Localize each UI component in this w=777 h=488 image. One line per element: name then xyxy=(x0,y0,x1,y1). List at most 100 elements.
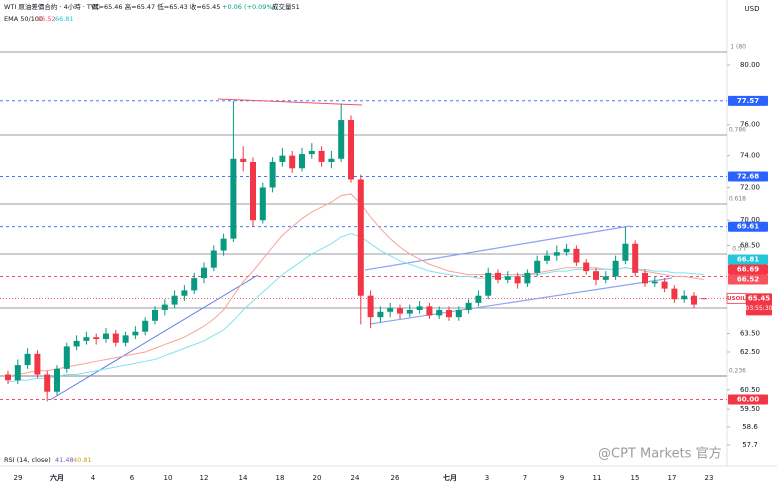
y-tick-label: 76.00 xyxy=(740,121,760,129)
candle-body xyxy=(495,272,501,280)
y-tick-label: 72.00 xyxy=(740,183,760,191)
last-symbol: USOIL xyxy=(727,296,746,302)
x-tick-label: 7 xyxy=(523,474,527,482)
price-tag-label: 66.52 xyxy=(737,276,759,284)
ema-value: 66.81 xyxy=(55,15,74,23)
candle-body xyxy=(54,368,60,392)
candle-body xyxy=(112,333,119,343)
candle-body xyxy=(191,278,198,291)
y-tick-label: 59.50 xyxy=(740,405,760,413)
x-tick-label: 10 xyxy=(164,474,173,482)
candle-body xyxy=(475,295,482,303)
candle-body xyxy=(681,295,688,300)
candle-body xyxy=(377,311,384,318)
candle-body xyxy=(93,337,100,340)
candle-body xyxy=(700,298,707,300)
price-tag xyxy=(728,171,768,182)
candle-body xyxy=(642,272,648,284)
y-tick-label: 58.6 xyxy=(742,423,758,431)
candle-body xyxy=(103,333,109,340)
x-tick-label: 23 xyxy=(705,474,714,482)
candle-body xyxy=(279,155,286,162)
candle-body xyxy=(181,290,188,296)
candle-body xyxy=(446,309,452,318)
price-tag xyxy=(728,221,768,232)
candle-body xyxy=(593,271,599,280)
candle-body xyxy=(259,187,266,221)
candle-body xyxy=(357,179,364,296)
trend-line xyxy=(49,274,259,401)
price-tag xyxy=(728,274,768,285)
candle-body xyxy=(455,309,462,318)
candle-body xyxy=(34,353,41,375)
candle-body xyxy=(230,158,237,239)
candle-body xyxy=(661,281,668,289)
candle-body xyxy=(651,281,658,284)
candle-body xyxy=(73,340,80,347)
candle-body xyxy=(436,309,443,316)
y-tick-label: 60.50 xyxy=(740,386,760,394)
candle-body xyxy=(308,150,315,155)
candle-body xyxy=(299,154,305,169)
candle-body xyxy=(524,272,531,284)
candle-body xyxy=(348,120,354,180)
trend-line xyxy=(217,98,363,106)
rsi-value: 41.48 xyxy=(55,456,74,464)
candle-body xyxy=(544,255,550,261)
currency[interactable]: USD xyxy=(745,5,760,13)
candle-body xyxy=(250,161,256,221)
candle-body xyxy=(397,308,403,314)
candle-body xyxy=(328,158,335,162)
candle-body xyxy=(416,306,423,310)
price-tag-label: 77.57 xyxy=(737,97,759,105)
candle-body xyxy=(318,150,325,162)
x-tick-label: 4 xyxy=(91,474,96,482)
candle-body xyxy=(367,295,374,318)
y-tick-label: 63.50 xyxy=(740,330,760,338)
fib-label: 0.618 xyxy=(729,196,746,203)
candle-body xyxy=(534,260,541,273)
candle-body xyxy=(338,120,345,159)
candle-body xyxy=(289,155,296,169)
x-tick-label: 26 xyxy=(391,474,400,482)
candle-body xyxy=(514,276,521,284)
candle-body xyxy=(83,337,90,341)
rsi-value: 40.81 xyxy=(73,456,92,464)
candle-body xyxy=(122,335,129,343)
ohlc: 開=65.46 高=65.47 低=65.43 收=65.45 xyxy=(92,2,220,11)
candle-body xyxy=(269,161,276,188)
countdown: 03:55:30 xyxy=(746,305,773,312)
candle-body xyxy=(201,267,207,279)
y-tick-label: 62.50 xyxy=(740,348,760,356)
drawings xyxy=(0,51,727,400)
x-tick-label: 20 xyxy=(313,474,322,482)
fib-label: 0.5 ( xyxy=(732,246,746,253)
x-tick-label: 15 xyxy=(631,474,640,482)
channel-lower xyxy=(369,277,673,325)
price-tag xyxy=(728,264,768,275)
candle-body xyxy=(406,309,413,314)
candle-body xyxy=(632,243,639,273)
price-tag xyxy=(728,394,768,405)
candle-body xyxy=(622,243,629,261)
x-tick-label: 9 xyxy=(560,474,564,482)
x-tick-label: 12 xyxy=(200,474,209,482)
candle-body xyxy=(161,304,168,310)
x-tick-label: 18 xyxy=(276,474,285,482)
x-tick-label: 11 xyxy=(593,474,602,482)
x-tick-label: 六月 xyxy=(50,473,64,482)
candle-body xyxy=(152,309,158,321)
volume: 成交量51 xyxy=(272,2,300,11)
price-tag-label: 72.68 xyxy=(737,173,759,181)
symbol-title: WTI 原油差價合約 · 4小時 · TVC xyxy=(4,2,100,11)
x-tick-label: 七月 xyxy=(443,473,457,482)
ema-label: EMA 50/100 xyxy=(4,15,43,23)
candle-body xyxy=(220,238,227,251)
candle-body xyxy=(171,295,178,305)
candle-body xyxy=(142,320,149,332)
price-tag-label: 66.69 xyxy=(737,266,759,274)
candle-body xyxy=(583,262,590,272)
